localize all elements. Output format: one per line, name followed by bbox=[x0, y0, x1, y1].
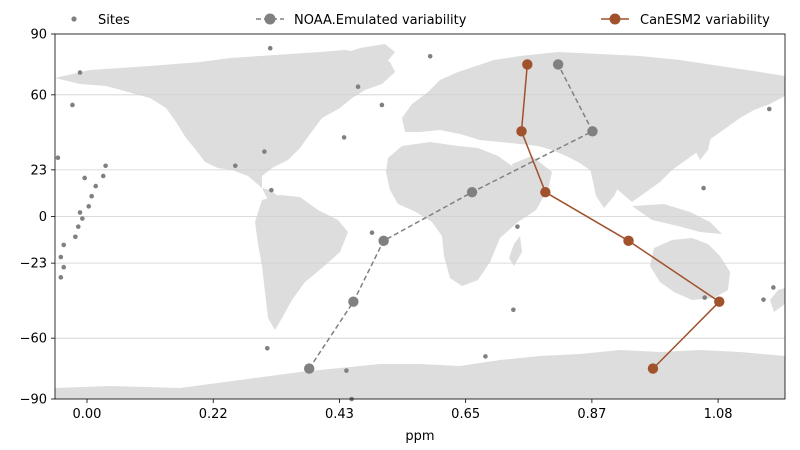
legend-label-noaa: NOAA.Emulated variability bbox=[294, 13, 467, 28]
site-point bbox=[262, 149, 267, 154]
site-point bbox=[70, 102, 75, 108]
arabia-landmass bbox=[512, 156, 552, 196]
antarctica-landmass bbox=[55, 350, 785, 399]
south-america-landmass bbox=[255, 195, 348, 330]
site-point bbox=[61, 264, 67, 270]
site-point bbox=[89, 193, 94, 199]
legend-label-canesm2: CanESM2 variability bbox=[640, 13, 770, 28]
site-point bbox=[77, 210, 83, 215]
site-point bbox=[93, 183, 99, 189]
canesm2-point bbox=[522, 59, 533, 70]
grid bbox=[55, 94, 785, 339]
legend: Sites NOAA.Emulated variability CanESM2 … bbox=[71, 13, 770, 28]
site-point bbox=[766, 106, 772, 112]
legend-label-sites: Sites bbox=[98, 13, 130, 28]
x-tick-label: 0.43 bbox=[325, 407, 354, 422]
australia-landmass bbox=[650, 238, 730, 300]
site-point bbox=[515, 224, 520, 229]
x-axis: 0.00 0.22 0.43 0.65 0.87 1.08 bbox=[73, 399, 733, 422]
y-tick-label: 23 bbox=[30, 163, 47, 178]
x-tick-label: 0.65 bbox=[451, 407, 480, 422]
site-point bbox=[483, 354, 488, 359]
canesm2-point bbox=[540, 186, 551, 198]
site-point bbox=[427, 54, 433, 59]
africa-landmass bbox=[386, 142, 544, 286]
nodes-sites bbox=[55, 45, 776, 402]
noaa-point bbox=[552, 59, 564, 70]
site-point bbox=[771, 285, 776, 290]
canesm2-point bbox=[714, 296, 725, 307]
x-tick-label: 0.87 bbox=[577, 407, 606, 422]
site-point bbox=[103, 163, 108, 169]
x-tick-label: 1.08 bbox=[704, 407, 733, 422]
site-point bbox=[58, 275, 64, 280]
site-point bbox=[379, 102, 385, 108]
north-america-landmass bbox=[55, 50, 395, 188]
site-point bbox=[73, 234, 78, 240]
legend-marker-noaa bbox=[264, 13, 276, 25]
site-point bbox=[269, 187, 274, 193]
x-tick-label: 0.22 bbox=[199, 407, 228, 422]
legend-marker-sites bbox=[71, 16, 77, 22]
noaa-line bbox=[308, 64, 594, 370]
new-zealand-landmass bbox=[770, 288, 785, 312]
site-point bbox=[265, 346, 270, 351]
canesm2-line bbox=[520, 64, 721, 370]
site-point bbox=[77, 70, 83, 75]
noaa-point bbox=[348, 296, 359, 307]
y-tick-label: −90 bbox=[20, 393, 47, 408]
canesm2-point bbox=[623, 235, 634, 247]
site-point bbox=[355, 84, 361, 90]
site-point bbox=[702, 295, 708, 300]
y-tick-label: −23 bbox=[20, 257, 47, 272]
india-landmass bbox=[590, 164, 624, 208]
x-tick-label: 0.00 bbox=[73, 407, 102, 422]
y-axis: 90 60 23 0 −23 −60 −90 bbox=[20, 28, 55, 408]
y-tick-label: 0 bbox=[39, 210, 47, 225]
site-point bbox=[61, 242, 67, 248]
site-point bbox=[267, 45, 273, 51]
noaa-point bbox=[378, 235, 389, 247]
site-point bbox=[761, 297, 766, 302]
site-point bbox=[100, 173, 106, 179]
greenland-landmass bbox=[330, 44, 395, 88]
site-point bbox=[82, 175, 87, 181]
site-point bbox=[511, 307, 516, 313]
noaa-point bbox=[303, 363, 315, 374]
southeast-asia-islands bbox=[632, 204, 722, 234]
y-tick-label: −60 bbox=[20, 332, 47, 347]
site-point bbox=[58, 254, 64, 260]
site-point bbox=[344, 368, 349, 373]
site-point bbox=[341, 135, 347, 140]
y-tick-label: 90 bbox=[30, 28, 47, 43]
y-tick-label: 60 bbox=[30, 88, 47, 103]
site-point bbox=[701, 185, 706, 191]
canesm2-point bbox=[516, 126, 527, 137]
site-point bbox=[233, 163, 238, 169]
series-noaa-emulated bbox=[303, 59, 598, 374]
noaa-point bbox=[466, 186, 478, 198]
site-point bbox=[369, 230, 375, 236]
japan-landmass bbox=[694, 126, 712, 160]
canesm2-point bbox=[647, 363, 659, 374]
world-map bbox=[55, 44, 785, 399]
site-point bbox=[86, 204, 92, 209]
x-axis-title: ppm bbox=[405, 429, 434, 444]
series-canesm2 bbox=[516, 59, 725, 374]
madagascar-landmass bbox=[509, 236, 522, 266]
noaa-point bbox=[587, 126, 598, 137]
site-point bbox=[80, 216, 85, 221]
site-point bbox=[75, 224, 81, 229]
legend-marker-canesm2 bbox=[609, 13, 621, 25]
site-point bbox=[55, 155, 61, 160]
